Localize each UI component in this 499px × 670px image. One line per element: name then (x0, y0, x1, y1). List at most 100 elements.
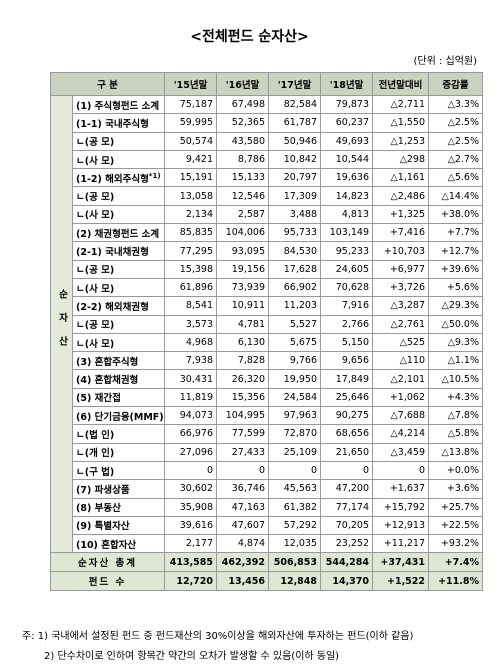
value-cell: 103,149 (320, 223, 374, 243)
value-cell: 19,636 (320, 168, 374, 188)
row-label: (1) 주식형펀드 소계 (71, 94, 166, 115)
row-label: (9) 특별자산 (71, 515, 166, 536)
value-cell: 9,421 (164, 149, 218, 170)
row-label: ㄴ(구 법) (71, 460, 166, 481)
value-cell: +22.5% (428, 515, 484, 536)
value-cell: 39,616 (164, 515, 218, 536)
value-cell: 50,574 (164, 131, 218, 151)
header-cell: 구 분 (49, 72, 166, 96)
value-cell: 15,133 (216, 168, 270, 188)
value-cell: 12,720 (164, 571, 218, 592)
row: (4) 혼합채권형 30,431 26,320 19,950 17,849 △2,101 △… (51, 369, 484, 389)
value-cell: 66,976 (164, 424, 218, 444)
total-label: 순자산 총계 (49, 552, 166, 573)
value-cell: +39.6% (428, 259, 484, 279)
value-cell: 462,392 (216, 552, 270, 573)
value-cell: 35,908 (164, 497, 218, 517)
label-text: (9) 특별자산 (76, 521, 130, 533)
row: ㄴ(공 모) 3,573 4,781 5,527 2,766 △2,761 △50.0% (51, 314, 484, 334)
value-cell: +93.2% (428, 534, 484, 554)
value-cell: 70,628 (320, 277, 374, 298)
label-text: (2-2) 해외채권형 (76, 301, 149, 313)
note: 주: 1) 국내에서 설정된 펀드 중 펀드재산의 30%이상을 해외자산에 투… (22, 631, 414, 642)
value-cell: 75,187 (164, 94, 218, 115)
header-cell: '15년말 (164, 72, 218, 96)
value-cell: 4,968 (164, 332, 218, 353)
value-cell: 97,963 (268, 406, 322, 426)
value-cell: 15,191 (164, 168, 218, 188)
row-label: (7) 파생상품 (71, 479, 166, 499)
value-cell: △14.4% (428, 186, 484, 206)
value-cell: 61,382 (268, 497, 322, 517)
value-cell: +12.7% (428, 241, 484, 261)
row: ㄴ(사 모) 61,896 73,939 66,902 70,628 +3,726 +5.6… (51, 277, 484, 298)
value-cell: △50.0% (428, 314, 484, 334)
row-label: ㄴ(사 모) (71, 332, 166, 353)
value-cell: 52,365 (216, 113, 270, 133)
row-label: (2-2) 해외채권형 (71, 296, 166, 316)
value-cell: 50,946 (268, 131, 322, 151)
row-label: (1-2) 해외주식형*1) (71, 168, 166, 188)
value-cell: 61,787 (268, 113, 322, 133)
value-cell: 506,853 (268, 552, 322, 573)
value-cell: △5.8% (428, 424, 484, 444)
label-text: (10) 혼합자산 (76, 539, 137, 551)
value-cell: 0 (216, 460, 270, 481)
value-cell: 13,456 (216, 571, 270, 592)
row: ㄴ(공 모) 15,398 19,156 17,628 24,605 +6,977 +39.… (51, 259, 484, 279)
label-text: ㄴ(사 모) (76, 283, 115, 295)
value-cell: 0 (372, 460, 430, 481)
row-label: ㄴ(공 모) (71, 259, 166, 279)
row-label: (8) 부동산 (71, 497, 166, 517)
value-cell: 27,433 (216, 442, 270, 462)
value-cell: +1,522 (372, 571, 430, 592)
value-cell: 95,233 (320, 241, 374, 261)
label-text: ㄴ(사 모) (76, 155, 115, 167)
label-text: ㄴ(사 모) (76, 338, 115, 350)
value-cell: △2,101 (372, 369, 430, 389)
value-cell: 3,573 (164, 314, 218, 334)
value-cell: 12,546 (216, 186, 270, 206)
value-cell: 8,786 (216, 149, 270, 170)
value-cell: 36,746 (216, 479, 270, 499)
value-cell: 60,237 (320, 113, 374, 133)
value-cell: +15,792 (372, 497, 430, 517)
value-cell: △9.3% (428, 332, 484, 353)
value-cell: △3,287 (372, 296, 430, 316)
fund-table: 구 분 '15년말 '16년말 '17년말 '18년말 전년말대비 증감률 순자산 (1) 주… (49, 72, 484, 592)
value-cell: +7,416 (372, 223, 430, 243)
value-cell: 15,356 (216, 387, 270, 408)
value-cell: 104,006 (216, 223, 270, 243)
value-cell: 70,205 (320, 515, 374, 536)
value-cell: 13,058 (164, 186, 218, 206)
value-cell: 30,431 (164, 369, 218, 389)
label-text: ㄴ(구 법) (76, 466, 115, 478)
label-text: ㄴ(개 인) (76, 448, 115, 460)
value-cell: △10.5% (428, 369, 484, 389)
value-cell: 47,607 (216, 515, 270, 536)
value-cell: 8,541 (164, 296, 218, 316)
value-cell: +25.7% (428, 497, 484, 517)
label-text: (1-2) 해외주식형 (76, 173, 149, 185)
value-cell: 84,530 (268, 241, 322, 261)
value-cell: △298 (372, 149, 430, 170)
value-cell: +6,977 (372, 259, 430, 279)
row-label: (2-1) 국내채권형 (71, 241, 166, 261)
value-cell: △1,161 (372, 168, 430, 188)
value-cell: +10,703 (372, 241, 430, 261)
value-cell: 4,781 (216, 314, 270, 334)
row: (2-1) 국내채권형 77,295 93,095 84,530 95,233 +10,7… (51, 241, 484, 261)
value-cell: 2,766 (320, 314, 374, 334)
total-row: 펀드 수 12,720 13,456 12,848 14,370 +1,522 +11.8% (49, 571, 484, 592)
value-cell: 49,693 (320, 131, 374, 151)
value-cell: △4,214 (372, 424, 430, 444)
value-cell: +11.8% (428, 571, 484, 592)
value-cell: 12,848 (268, 571, 322, 592)
total-row: 순자산 총계 413,585 462,392 506,853 544,284 +37,43… (49, 552, 484, 573)
value-cell: △1,550 (372, 113, 430, 133)
value-cell: 7,916 (320, 296, 374, 316)
value-cell: 14,823 (320, 186, 374, 206)
value-cell: 25,646 (320, 387, 374, 408)
value-cell: △2,486 (372, 186, 430, 206)
footnote-marker: *1) (148, 171, 161, 180)
